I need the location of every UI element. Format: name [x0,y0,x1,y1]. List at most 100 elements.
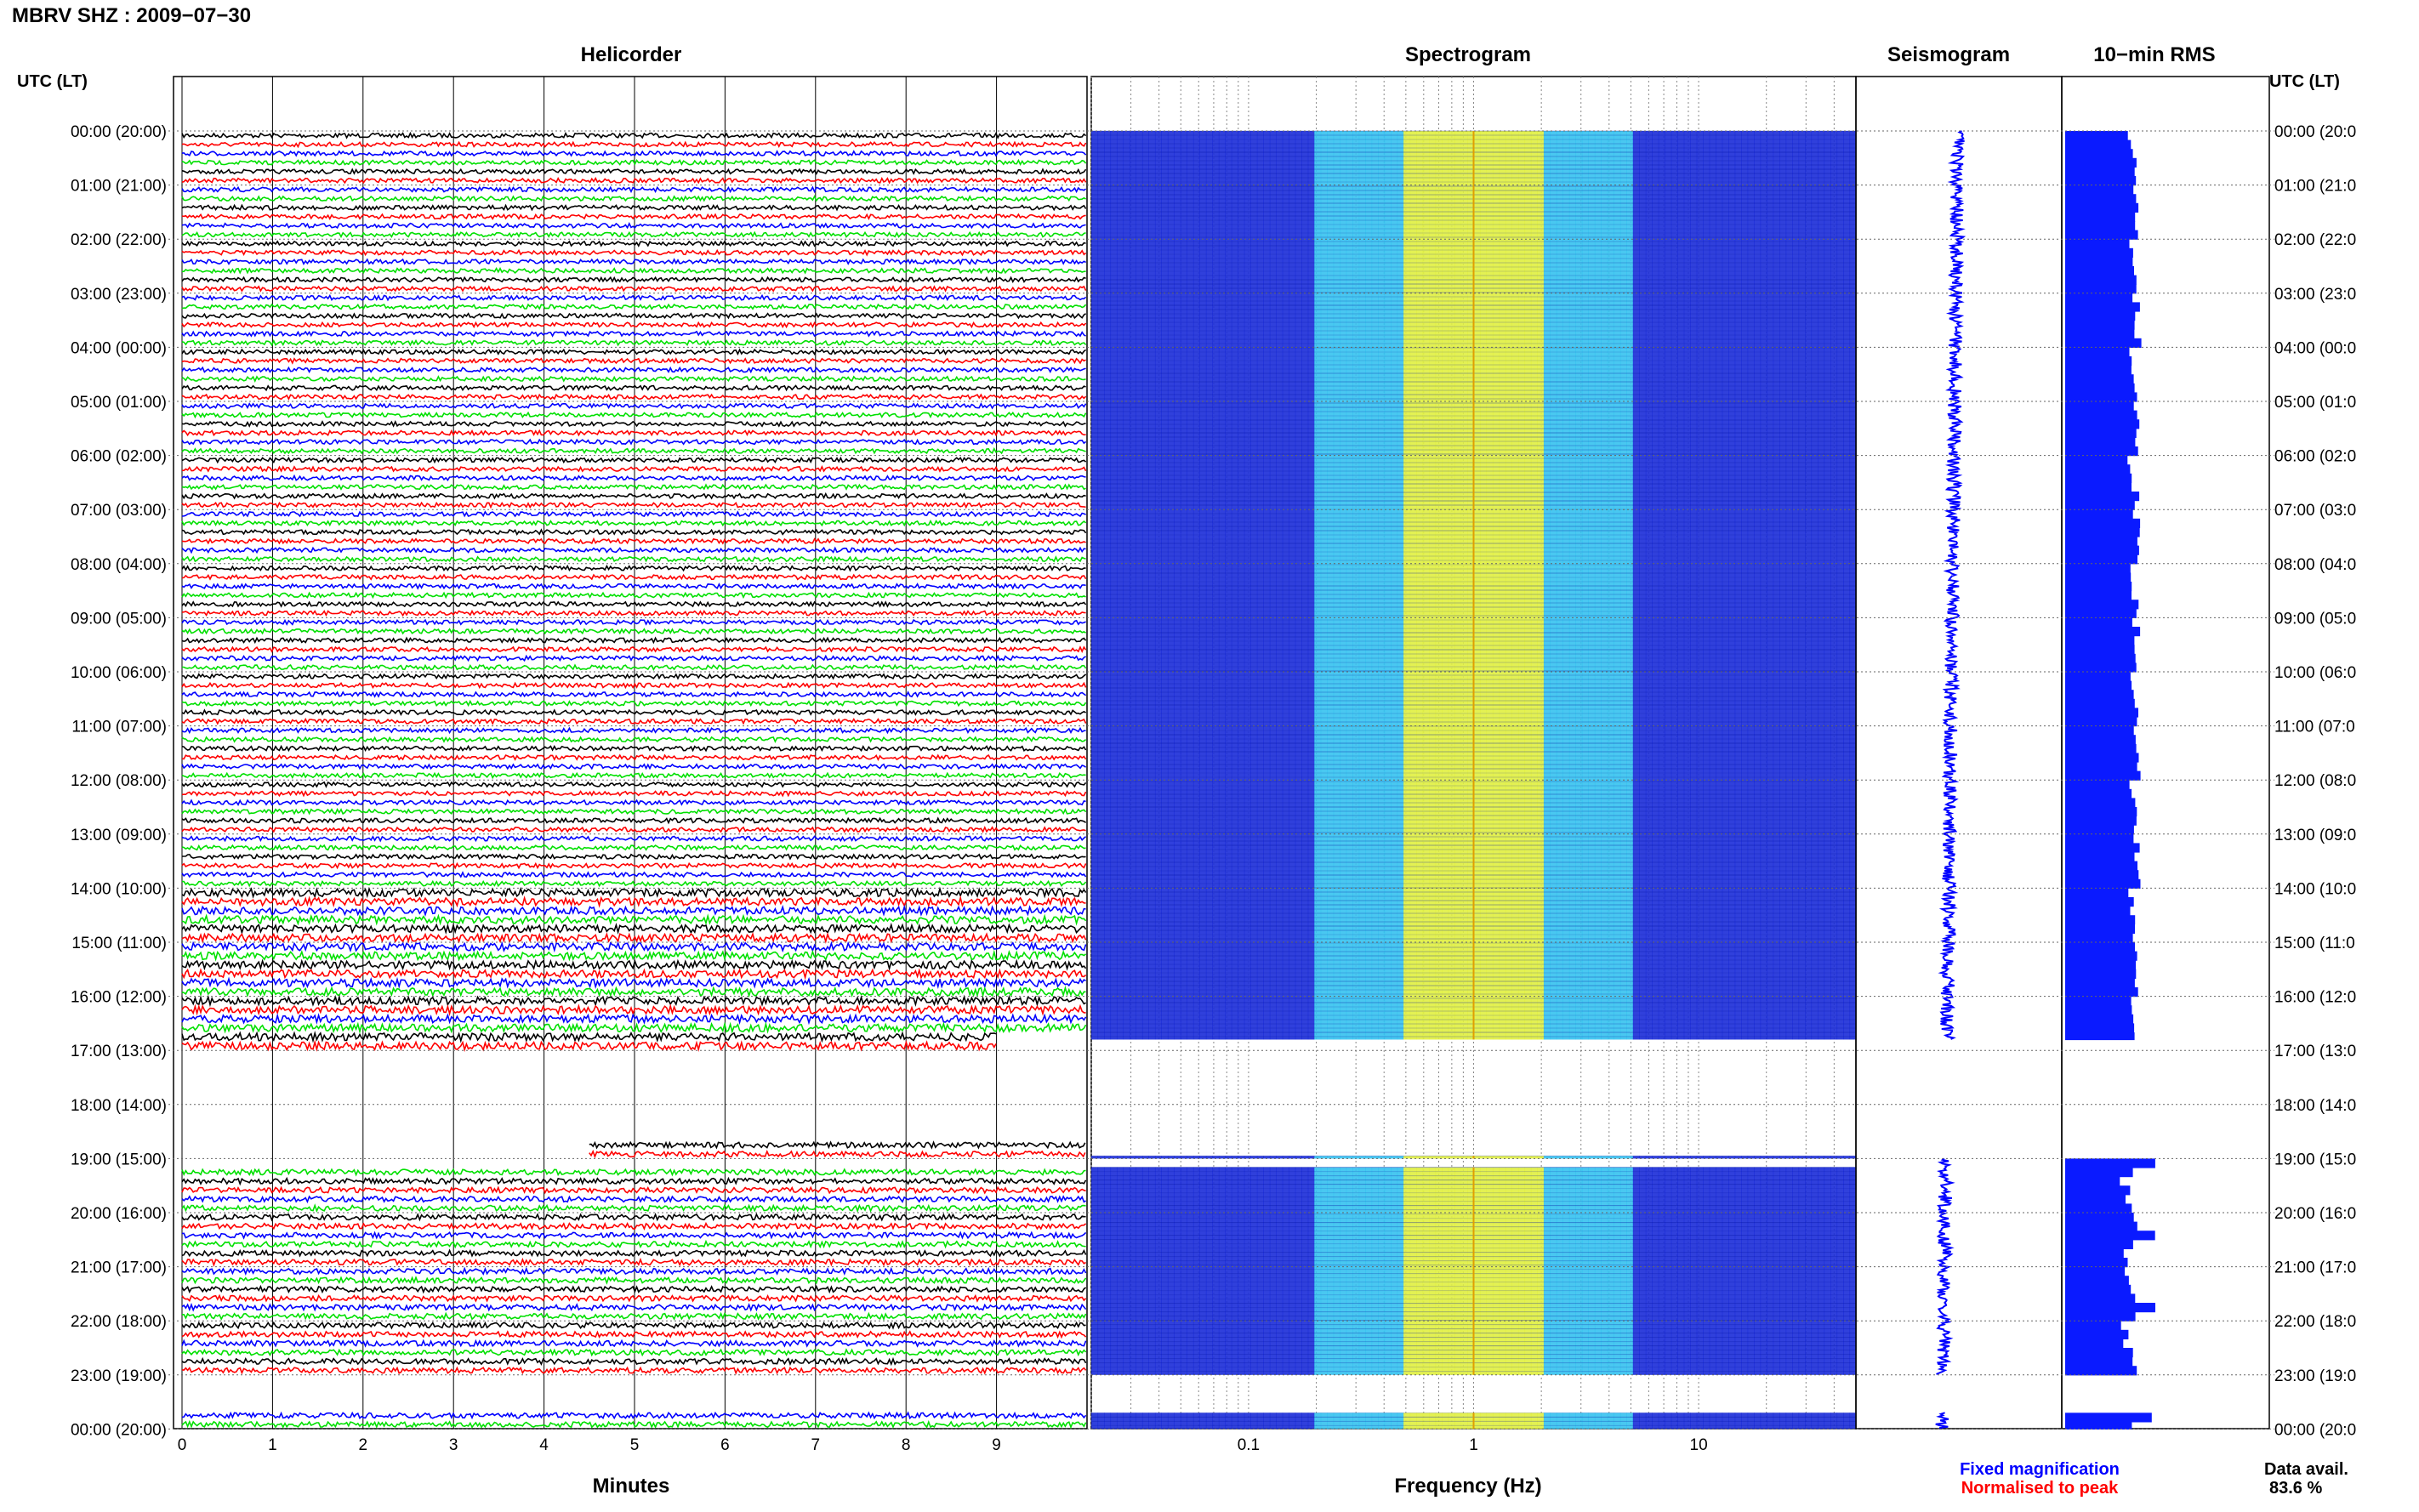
spectrogram-cell-column [1161,1167,1169,1375]
spectrogram-cell-column [1123,1156,1130,1159]
helicorder-trace [181,600,1087,608]
spectrogram-cell-column [1619,1167,1627,1375]
spectrogram-cell-column [1205,1413,1213,1430]
spectrogram-cell-column [1658,131,1665,1040]
spectrogram-cell-column [1479,1413,1488,1430]
helicorder-trace [181,203,1087,212]
spectrogram-cell-column [1575,1156,1583,1159]
spectrogram-cell-column [1747,1167,1755,1375]
spectrogram-cell-column [1289,1167,1296,1375]
helicorder-trace [181,384,1086,392]
left-time-tick-label: 17:00 (13:00) [71,1043,167,1060]
spectrogram-cell-column [1391,131,1398,1040]
helicorder-trace [181,976,1086,990]
rms-bar [2065,690,2134,700]
helicorder-trace [181,1030,997,1043]
left-time-tick-label: 07:00 (03:00) [71,502,167,520]
spectrogram-cell-column [1671,1413,1678,1430]
spectrogram-cell-column [1614,1156,1621,1159]
spectrogram-cell-column [1645,131,1653,1040]
right-time-tick-label: 11:00 (07:0 [2274,719,2355,736]
rms-bar [2065,897,2134,907]
spectrogram-cell-column [1601,1167,1608,1375]
rms-bar [2065,1284,2132,1294]
spectrogram-cell-column [1722,1413,1729,1430]
spectrogram-cell-column [1703,1167,1710,1375]
rms-bar [2065,509,2133,520]
rms-bar [2065,527,2140,537]
rms-bar [2065,1176,2120,1186]
spectrogram-cell-column [1607,1156,1614,1159]
spectrogram-cell-column [1614,131,1621,1040]
spectrogram-cell-column [1594,131,1602,1040]
rms-bar [2065,492,2140,502]
spectrogram-cell-column [1199,1167,1207,1375]
right-time-tick-label: 00:00 (20:0 [2274,1421,2356,1439]
spectrogram-cell-column [1174,1156,1181,1159]
rms-bar [2065,383,2135,393]
rms-bar [2065,951,2137,961]
spectrogram-cell-column [1442,1156,1449,1159]
rms-bar [2065,329,2135,339]
rms-bar [2065,762,2137,772]
spectrogram-cell-column [1358,1156,1366,1159]
spectrogram-cell-column [1843,1156,1851,1159]
rms-bar [2065,1014,2134,1024]
spectrogram-cell-column [1830,131,1838,1040]
rms-bar [2065,788,2132,799]
spectrogram-cell-column [1136,1156,1143,1159]
rms-bar [2065,662,2137,673]
legend-fixed-magnification: Fixed magnification [1960,1460,2120,1479]
spectrogram-cell-column [1652,1167,1659,1375]
rms-bar [2065,311,2136,321]
spectrogram-cell-column [1767,1156,1774,1159]
spectrogram-cell-column [1460,1167,1468,1375]
spectrogram-cell-column [1486,1167,1494,1375]
left-time-tick-label: 05:00 (01:00) [71,394,167,412]
rms-bar [2065,1413,2152,1423]
spectrogram-cell-column [1442,131,1449,1040]
rms-bar [2065,617,2132,628]
spectrogram-cell-column [1256,1413,1264,1430]
spectrogram-cell-column [1460,1413,1468,1430]
right-time-tick-label: 06:00 (02:0 [2274,448,2356,466]
left-time-tick-label: 03:00 (23:00) [71,286,167,304]
spectrogram-cell-column [1110,1156,1118,1159]
helicorder-trace [181,994,1086,1008]
spectrogram-cell-column [1473,1413,1481,1430]
left-time-tick-label: 10:00 (06:00) [71,664,167,682]
spectrogram-cell-column [1397,131,1404,1040]
spectrogram-cell-column [1722,131,1729,1040]
rms-bar [2065,1276,2129,1286]
spectrogram-cell-column [1665,1413,1672,1430]
spectrogram-cell-column [1320,1167,1328,1375]
rms-bar [2065,645,2135,655]
spectrogram-cell-column [1722,1156,1729,1159]
spectrogram-cell-column [1785,1167,1793,1375]
rms-bar [2065,302,2140,312]
spectrogram-cell-column [1180,131,1187,1040]
spectrogram-cell-column [1269,1413,1277,1430]
helicorder-x-tick-label: 5 [630,1436,640,1454]
right-time-tick-label: 12:00 (08:0 [2274,772,2356,790]
spectrogram-cell-column [1607,1413,1614,1430]
helicorder-trace [181,1195,1086,1204]
spectrogram-cell-column [1333,131,1340,1040]
spectrogram-cell-column [1614,1413,1621,1430]
helicorder-trace [181,537,1086,545]
spectrogram-cell-column [1588,1167,1596,1375]
spectrogram-cell-column [1665,1167,1672,1375]
right-time-tick-label: 04:00 (00:0 [2274,339,2356,357]
spectrogram-cell-column [1754,131,1762,1040]
spectrogram-cell-column [1607,131,1614,1040]
spectrogram-cell-column [1505,1413,1513,1430]
helicorder-trace [181,1339,1087,1348]
spectrogram-cell-column [1505,1167,1513,1375]
spectrogram-cell-column [1543,1156,1551,1159]
spectrogram-cell-column [1632,1167,1640,1375]
helicorder-trace [181,718,1087,725]
spectrogram-cell-column [1639,1156,1647,1159]
spectrogram-cell-column [1225,1413,1232,1430]
helicorder-x-tick-label: 8 [902,1436,911,1454]
